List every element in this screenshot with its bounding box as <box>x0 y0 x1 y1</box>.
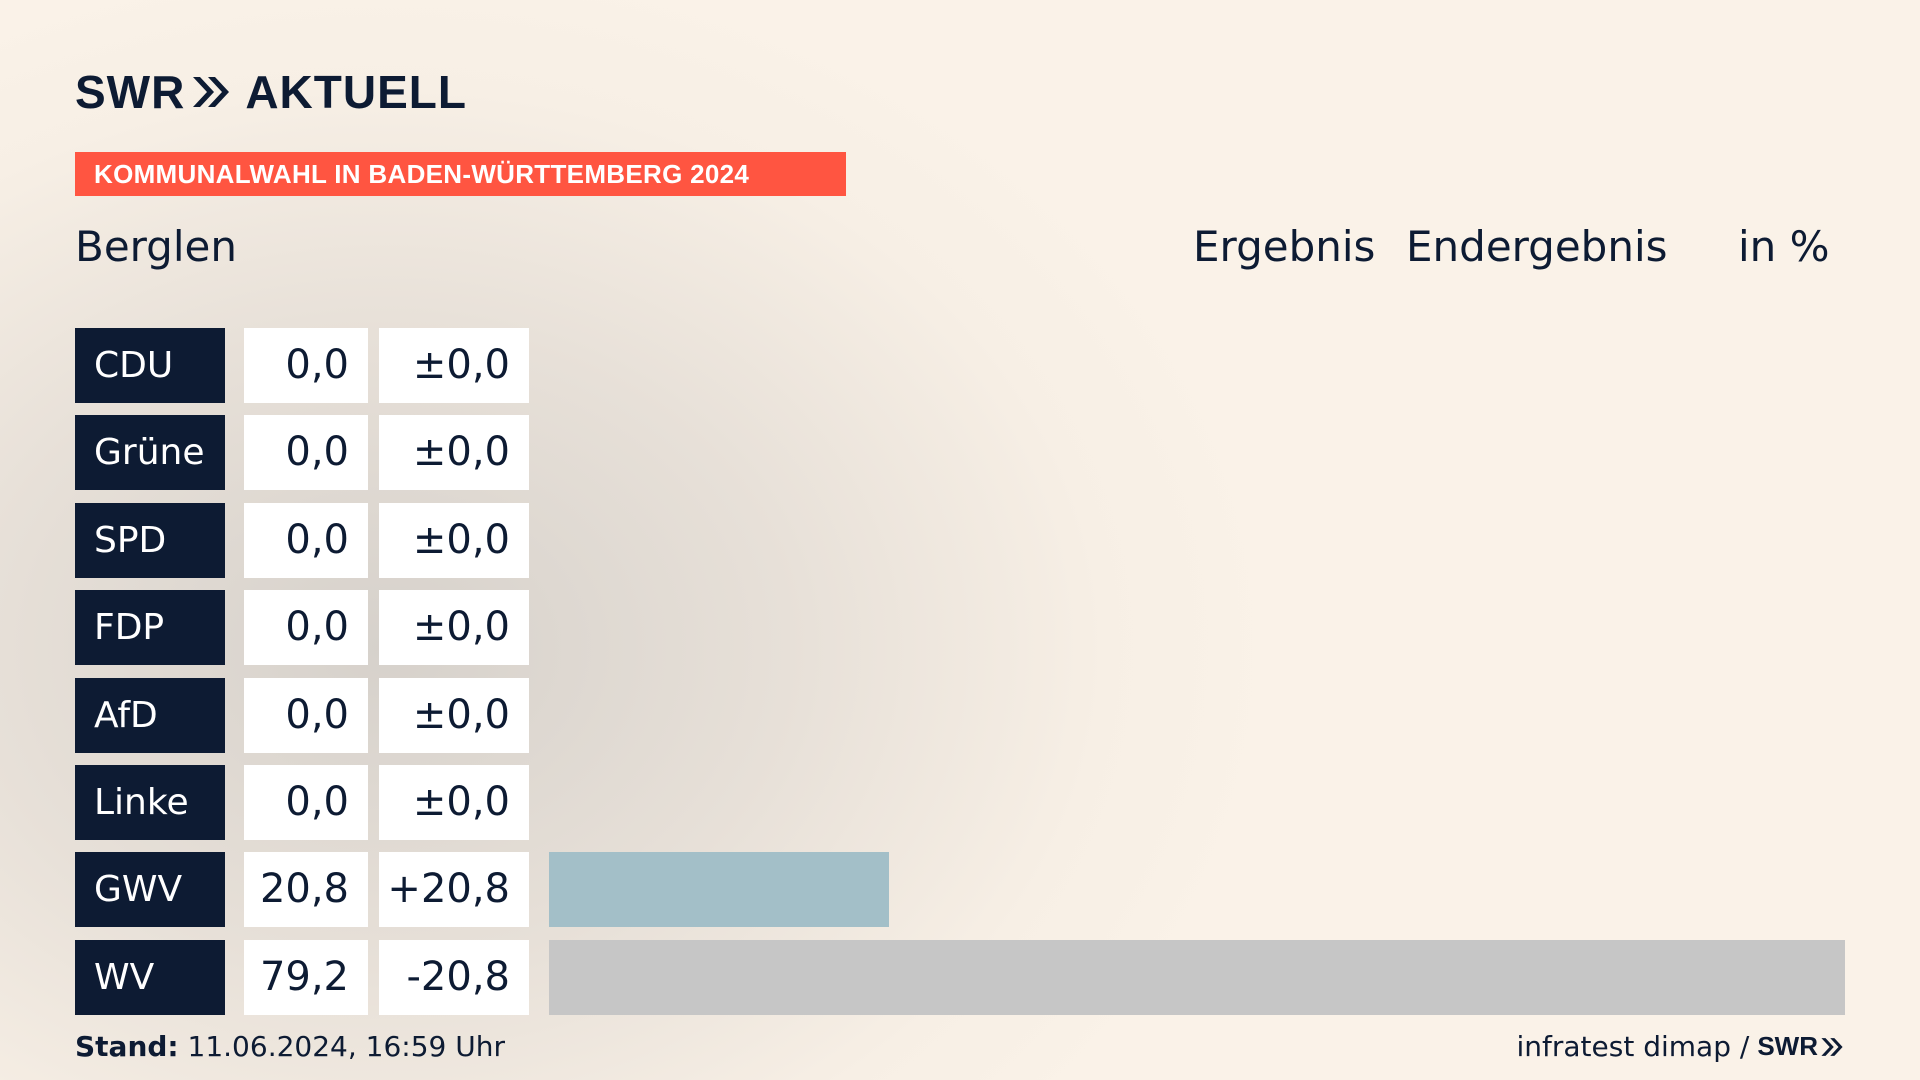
value-label: 0,0 <box>244 328 368 403</box>
value-label: 79,2 <box>244 939 368 1015</box>
diff-label: ±0,0 <box>379 765 529 840</box>
party-label: Grüne <box>75 415 225 491</box>
diff-label: ±0,0 <box>379 328 529 403</box>
source-text: infratest dimap / <box>1516 1030 1750 1063</box>
party-label: WV <box>75 939 225 1015</box>
party-label: SPD <box>75 502 225 578</box>
header-unit: in % <box>1738 222 1830 271</box>
stand-value: 11.06.2024, 16:59 Uhr <box>187 1030 505 1063</box>
header-endergebnis: Endergebnis <box>1406 222 1668 271</box>
result-bar <box>549 939 1845 1015</box>
swr-aktuell-logo: SWR AKTUELL <box>75 66 467 118</box>
diff-label: ±0,0 <box>379 590 529 666</box>
timestamp: Stand: 11.06.2024, 16:59 Uhr <box>75 1030 505 1063</box>
value-label: 0,0 <box>244 415 368 491</box>
diff-label: +20,8 <box>379 852 529 928</box>
value-label: 0,0 <box>244 590 368 666</box>
party-label: FDP <box>75 590 225 666</box>
result-bar <box>549 852 889 928</box>
diff-label: ±0,0 <box>379 502 529 578</box>
stand-label: Stand: <box>75 1030 179 1063</box>
value-label: 20,8 <box>244 852 368 928</box>
logo-swr-text: SWR <box>75 66 186 118</box>
party-label: CDU <box>75 328 225 403</box>
party-label: AfD <box>75 677 225 753</box>
swr-mini-logo: SWR <box>1757 1031 1844 1062</box>
municipality-title: Berglen <box>75 222 237 271</box>
value-label: 0,0 <box>244 765 368 840</box>
diff-label: ±0,0 <box>379 415 529 491</box>
election-banner: KOMMUNALWAHL IN BADEN-WÜRTTEMBERG 2024 <box>75 152 846 196</box>
party-label: GWV <box>75 852 225 928</box>
logo-aktuell-text: AKTUELL <box>245 66 467 118</box>
diff-label: ±0,0 <box>379 677 529 753</box>
value-label: 0,0 <box>244 677 368 753</box>
double-chevron-icon <box>191 75 231 109</box>
diff-label: -20,8 <box>379 939 529 1015</box>
mini-logo-text: SWR <box>1757 1031 1818 1061</box>
party-label: Linke <box>75 765 225 840</box>
source-credit: infratest dimap / SWR <box>1517 1030 1845 1063</box>
value-label: 0,0 <box>244 502 368 578</box>
header-ergebnis: Ergebnis <box>1193 222 1376 271</box>
